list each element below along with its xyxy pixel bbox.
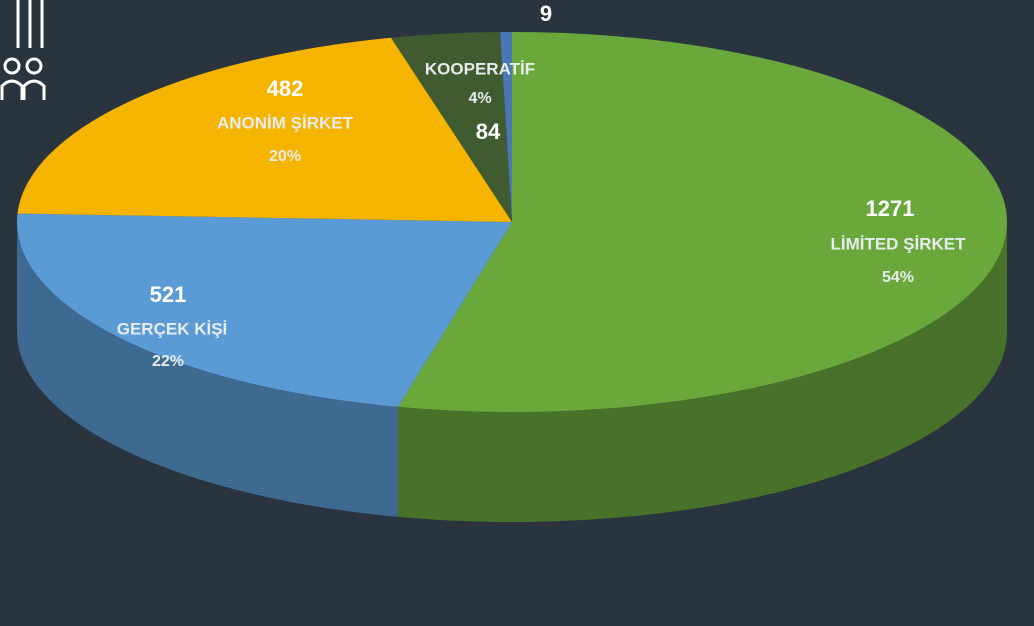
slice-side [398, 222, 1008, 522]
logo-icon [0, 0, 46, 100]
percent-label: 20% [269, 148, 301, 165]
value-label: 521 [150, 282, 187, 307]
percent-label: 54% [882, 269, 914, 286]
percent-label: 4% [468, 90, 491, 107]
slice [17, 37, 513, 222]
value-label: 84 [476, 119, 501, 144]
percent-label: 22% [152, 353, 184, 370]
category-label: GERÇEK KİŞİ [117, 319, 228, 338]
category-label: LİMİTED ŞİRKET [830, 234, 966, 253]
slice [398, 32, 1008, 412]
value-label: 1271 [866, 196, 915, 221]
value-label: 9 [540, 1, 552, 26]
category-label: ANONİM ŞİRKET [217, 113, 354, 132]
slice [16, 213, 513, 407]
slice [391, 32, 512, 223]
slice [500, 32, 512, 222]
category-label: KOOPERATİF [425, 59, 535, 78]
slice-side [17, 222, 399, 517]
value-label: 482 [267, 76, 304, 101]
